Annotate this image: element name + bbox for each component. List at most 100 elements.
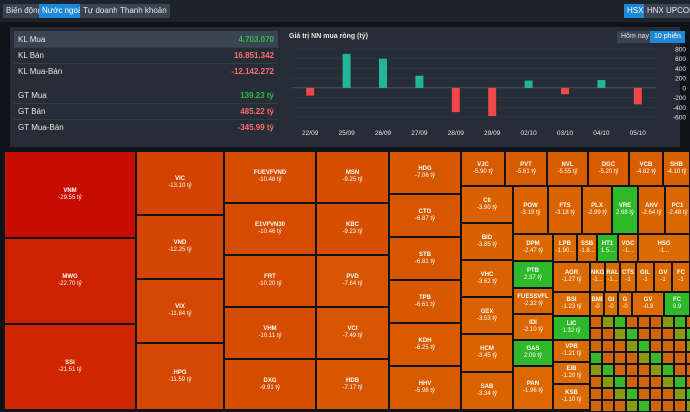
treemap-cell[interactable]: VCB -4.82 tỷ <box>629 151 663 186</box>
treemap-cell[interactable]: BID -3.85 tỷ <box>461 223 513 260</box>
treemap-cell[interactable]: DPM -2.47 tỷ <box>513 234 553 261</box>
treemap-small-cell[interactable] <box>686 328 690 340</box>
treemap-small-cell[interactable] <box>602 340 614 352</box>
treemap-cell[interactable]: SAB -3.34 tỷ <box>461 372 513 410</box>
treemap-small-cell[interactable] <box>590 400 602 412</box>
treemap-small-cell[interactable] <box>614 388 626 400</box>
treemap-small-cell[interactable] <box>650 340 662 352</box>
treemap-cell[interactable]: VGC -1... <box>618 234 638 262</box>
treemap-small-cell[interactable] <box>590 340 602 352</box>
treemap-cell[interactable]: VNM -29.55 tỷ <box>4 151 136 238</box>
treemap-small-cell[interactable] <box>626 328 638 340</box>
treemap-cell[interactable]: VRE 2.68 tỷ <box>612 186 638 234</box>
treemap-cell[interactable]: BMI -0 <box>590 292 604 316</box>
treemap-cell[interactable]: CII -3.90 tỷ <box>461 186 513 223</box>
treemap-small-cell[interactable] <box>650 388 662 400</box>
treemap-small-cell[interactable] <box>590 364 602 376</box>
treemap-small-cell[interactable] <box>674 328 686 340</box>
exchange-upcom[interactable]: UPCOM <box>663 4 690 18</box>
treemap-small-cell[interactable] <box>626 352 638 364</box>
treemap-small-cell[interactable] <box>674 364 686 376</box>
treemap-small-cell[interactable] <box>686 364 690 376</box>
treemap-small-cell[interactable] <box>590 388 602 400</box>
treemap-small-cell[interactable] <box>626 340 638 352</box>
treemap-cell[interactable]: HCM -3.45 tỷ <box>461 334 513 372</box>
treemap-cell[interactable]: RAL -1... <box>605 262 620 292</box>
treemap-small-cell[interactable] <box>602 400 614 412</box>
treemap-small-cell[interactable] <box>638 316 650 328</box>
ten-sessions-button[interactable]: 10 phiên <box>650 31 685 43</box>
treemap-small-cell[interactable] <box>602 352 614 364</box>
treemap-cell[interactable]: BSI -1.23 tỷ <box>553 292 590 316</box>
treemap-cell[interactable]: NVL -5.55 tỷ <box>547 151 588 186</box>
treemap-small-cell[interactable] <box>686 352 690 364</box>
treemap-cell[interactable]: E1VFVN30 -10.46 tỷ <box>224 203 316 255</box>
exchange-hsx[interactable]: HSX <box>624 4 647 18</box>
treemap-cell[interactable]: VHM -10.11 tỷ <box>224 307 316 359</box>
treemap-cell[interactable]: LIC 1.32 tỷ <box>553 316 590 340</box>
treemap-cell[interactable]: VIC -13.10 tỷ <box>136 151 224 215</box>
treemap-cell[interactable]: VIX -11.84 tỷ <box>136 279 224 343</box>
treemap-cell[interactable]: KBC -9.23 tỷ <box>316 203 389 255</box>
treemap-small-cell[interactable] <box>590 316 602 328</box>
treemap-small-cell[interactable] <box>662 316 674 328</box>
treemap-small-cell[interactable] <box>590 352 602 364</box>
treemap-cell[interactable]: VJC -5.90 tỷ <box>461 151 505 186</box>
treemap-small-cell[interactable] <box>662 328 674 340</box>
treemap-cell[interactable]: FC -1 <box>672 262 690 292</box>
treemap-small-cell[interactable] <box>614 352 626 364</box>
treemap-small-cell[interactable] <box>662 388 674 400</box>
treemap-small-cell[interactable] <box>686 376 690 388</box>
treemap-small-cell[interactable] <box>638 340 650 352</box>
treemap-small-cell[interactable] <box>650 328 662 340</box>
treemap-cell[interactable]: HDG -7.06 tỷ <box>389 151 461 194</box>
tab-nuoc-ngoai[interactable]: Nước ngoài <box>39 4 88 18</box>
treemap-small-cell[interactable] <box>638 376 650 388</box>
treemap-cell[interactable]: MWG -22.70 tỷ <box>4 238 136 324</box>
treemap-small-cell[interactable] <box>650 376 662 388</box>
treemap-small-cell[interactable] <box>614 316 626 328</box>
treemap-cell[interactable]: FC 0.9 <box>664 292 690 316</box>
treemap-cell[interactable]: VND -12.25 tỷ <box>136 215 224 279</box>
treemap-small-cell[interactable] <box>602 388 614 400</box>
treemap-cell[interactable]: SHB -4.10 tỷ <box>663 151 690 186</box>
treemap-cell[interactable]: GEX -3.53 tỷ <box>461 297 513 334</box>
treemap-cell[interactable]: VPB -1.21 tỷ <box>553 340 590 362</box>
tab-tu-doanh[interactable]: Tự doanh <box>80 4 121 18</box>
treemap-cell[interactable]: PVT -5.61 tỷ <box>505 151 547 186</box>
treemap-cell[interactable]: GIL -1 <box>636 262 654 292</box>
treemap-small-cell[interactable] <box>602 376 614 388</box>
treemap-small-cell[interactable] <box>602 364 614 376</box>
treemap-cell[interactable]: GV -0.9 <box>632 292 664 316</box>
treemap-cell[interactable]: PVD -7.64 tỷ <box>316 255 389 307</box>
treemap-small-cell[interactable] <box>614 376 626 388</box>
treemap-small-cell[interactable] <box>590 328 602 340</box>
treemap-small-cell[interactable] <box>614 328 626 340</box>
treemap-cell[interactable]: HSG -1... <box>638 234 690 262</box>
treemap-small-cell[interactable] <box>674 316 686 328</box>
treemap-cell[interactable]: LPB -1.90... <box>553 234 577 262</box>
treemap-cell[interactable]: HHV -5.98 tỷ <box>389 366 461 410</box>
treemap-cell[interactable]: CTS -1 <box>620 262 636 292</box>
treemap-cell[interactable]: TPB -6.61 tỷ <box>389 280 461 323</box>
treemap-cell[interactable]: GV -1 <box>654 262 672 292</box>
treemap-cell[interactable]: PTB 2.37 tỷ <box>513 261 553 288</box>
treemap-cell[interactable]: POW -3.19 tỷ <box>513 186 548 234</box>
treemap-cell[interactable]: HDB -7.17 tỷ <box>316 359 389 410</box>
treemap-cell[interactable]: FTS -3.18 tỷ <box>548 186 582 234</box>
treemap-small-cell[interactable] <box>626 364 638 376</box>
treemap-small-cell[interactable] <box>674 388 686 400</box>
treemap-small-cell[interactable] <box>662 352 674 364</box>
treemap-cell[interactable]: MSN -9.25 tỷ <box>316 151 389 203</box>
treemap-small-cell[interactable] <box>638 352 650 364</box>
treemap-small-cell[interactable] <box>662 340 674 352</box>
treemap-small-cell[interactable] <box>674 376 686 388</box>
treemap-cell[interactable]: KDH -6.25 tỷ <box>389 323 461 366</box>
treemap-small-cell[interactable] <box>614 400 626 412</box>
treemap-cell[interactable]: IDI -2.10 tỷ <box>513 314 553 340</box>
treemap-small-cell[interactable] <box>662 364 674 376</box>
treemap-cell[interactable]: AGR -1.27 tỷ <box>553 262 590 292</box>
treemap-small-cell[interactable] <box>686 316 690 328</box>
treemap-cell[interactable]: KSB -1.10 tỷ <box>553 384 590 410</box>
treemap-cell[interactable]: FUESSVFL -2.32 tỷ <box>513 288 553 314</box>
